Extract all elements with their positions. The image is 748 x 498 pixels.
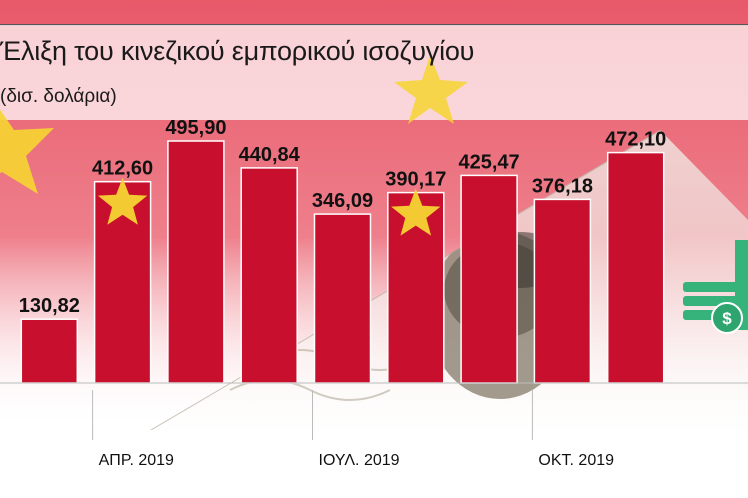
value-label: 495,90 — [165, 117, 226, 139]
bar-440,84 — [240, 167, 298, 384]
chart-subtitle: (δισ. δολάρια) — [0, 86, 117, 107]
star-icon — [97, 177, 148, 225]
bar-130,82 — [20, 318, 79, 384]
value-label: 472,10 — [605, 129, 666, 151]
chart-title: Έλιξη του κινεζικού εμπορικού ισοζυγίου — [0, 36, 475, 66]
value-label: 376,18 — [532, 175, 593, 197]
bars-layer — [20, 140, 665, 384]
value-label: 440,84 — [239, 144, 301, 166]
bar-376,18 — [533, 198, 592, 384]
svg-text:$: $ — [722, 309, 732, 328]
star-icon — [391, 188, 441, 236]
bar-346,09 — [313, 213, 372, 384]
title-band — [0, 25, 748, 120]
flag-star-icon — [0, 109, 54, 194]
top-border-line — [0, 24, 748, 26]
bar-425,47 — [460, 174, 518, 384]
flag-star-small-icon — [394, 55, 468, 124]
value-label: 346,09 — [312, 190, 373, 212]
x-tick-label: ΟΚΤ. 2019 — [538, 452, 614, 469]
value-labels-layer: 130,82 412,60 495,90 440,84 346,09 390,17 425,… — [19, 117, 667, 317]
x-tick-label: ΑΠΡ. 2019 — [99, 452, 174, 469]
bar-495,90 — [167, 140, 225, 384]
value-label: 425,47 — [459, 151, 520, 173]
value-label: 390,17 — [385, 169, 446, 191]
value-label: 412,60 — [92, 158, 153, 180]
value-label: 130,82 — [19, 295, 80, 317]
money-stack-icon: $ — [683, 240, 748, 334]
x-tick-label: ΙΟΥΛ. 2019 — [319, 452, 400, 469]
bar-472,10 — [606, 151, 665, 384]
bar-412,60 — [93, 180, 152, 384]
